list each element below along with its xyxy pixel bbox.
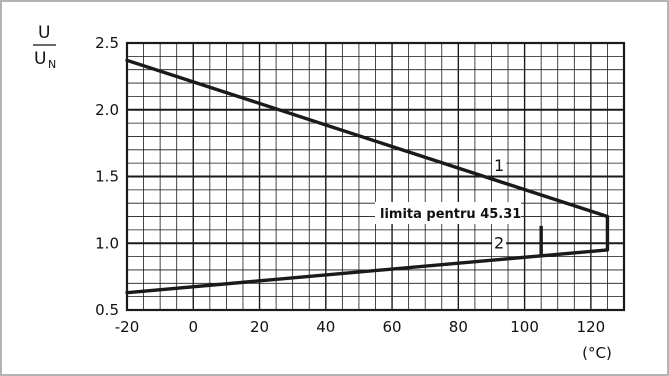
x-tick-label: 0 [188, 318, 198, 336]
y-label-numerator: U [38, 23, 50, 43]
y-axis-label: U U N [33, 23, 56, 71]
x-tick-label: 80 [449, 318, 468, 336]
annotation: limita pentru 45.31 [375, 202, 521, 224]
x-axis-unit: (°C) [582, 344, 612, 362]
x-tick-label: 100 [510, 318, 539, 336]
tick-labels: -20 0 20 40 60 80 100 120 0.5 1.0 1.5 2.0 2.5 [95, 34, 605, 336]
series-line-2 [125, 248, 610, 295]
y-label-denominator: U [34, 49, 46, 69]
major-grid [125, 41, 626, 312]
curve-label-background [492, 232, 507, 253]
y-tick-label: 0.5 [95, 301, 119, 319]
y-tick-label: 2.0 [95, 101, 119, 119]
x-tick-label: 40 [316, 318, 335, 336]
x-tick-label: 20 [250, 318, 269, 336]
annotation-background [375, 202, 521, 224]
x-tick-label: -20 [115, 318, 140, 336]
y-tick-label: 1.5 [95, 168, 119, 186]
x-tick-label: 120 [577, 318, 606, 336]
x-tick-label: 60 [383, 318, 402, 336]
y-label-denominator-subscript: N [48, 58, 56, 71]
series-line-1 [125, 58, 610, 219]
series-lines [125, 58, 610, 295]
plot-border [125, 41, 626, 312]
curve-labels: 12 [492, 154, 507, 253]
y-tick-label: 2.5 [95, 34, 119, 52]
curve-label-1: 1 [494, 156, 504, 175]
y-tick-label: 1.0 [95, 234, 119, 252]
annotation-text: limita pentru 45.31 [380, 207, 521, 222]
curve-label-background [492, 154, 507, 175]
curve-label-2: 2 [494, 233, 504, 252]
